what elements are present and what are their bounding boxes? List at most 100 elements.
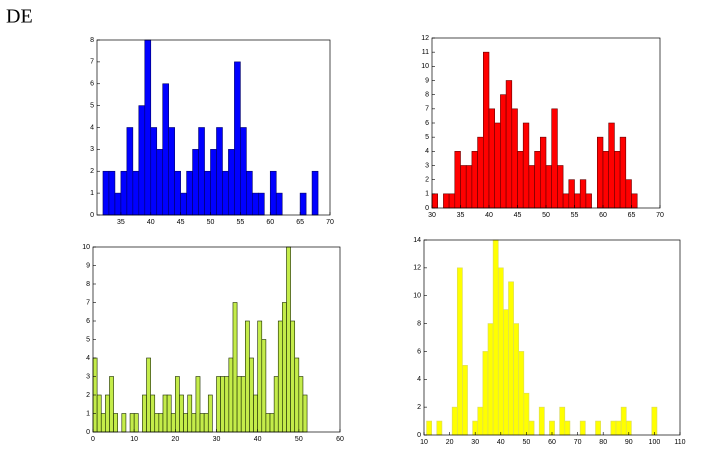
histogram-bar xyxy=(168,127,175,216)
histogram-bar xyxy=(602,151,609,209)
y-tick-label: 4 xyxy=(425,148,429,155)
y-tick-label: 2 xyxy=(86,392,90,399)
x-tick-label: 10 xyxy=(420,439,428,446)
x-tick-label: 30 xyxy=(428,212,436,219)
y-tick-label: 6 xyxy=(425,120,429,127)
histogram-bar xyxy=(294,357,300,433)
y-tick-label: 2 xyxy=(90,168,94,175)
histogram-bar xyxy=(625,179,632,209)
histogram-bar xyxy=(503,309,509,436)
histogram-bar xyxy=(170,413,176,433)
histogram-bar xyxy=(477,136,484,209)
histogram-bar xyxy=(454,151,461,209)
x-tick-label: 70 xyxy=(574,439,582,446)
histogram-bar xyxy=(562,193,570,209)
histogram-bar xyxy=(299,192,307,216)
histogram-bar xyxy=(523,392,530,436)
y-tick-label: 7 xyxy=(90,59,94,66)
y-tick-label: 9 xyxy=(86,262,90,269)
histogram-bar xyxy=(492,239,499,436)
histogram-bar xyxy=(246,170,253,216)
y-tick-label: 0 xyxy=(86,429,90,436)
y-tick-label: 0 xyxy=(417,432,421,439)
page-title: DE xyxy=(6,6,33,28)
histogram-bar xyxy=(513,323,520,436)
x-tick-label: 45 xyxy=(514,212,522,219)
histogram-bar xyxy=(522,122,530,209)
y-tick-label: 0 xyxy=(90,212,94,219)
histogram-bar xyxy=(144,39,152,216)
histogram-bar xyxy=(198,127,205,216)
x-tick-label: 60 xyxy=(599,212,607,219)
histogram-bar xyxy=(120,170,128,216)
x-tick-label: 10 xyxy=(130,436,138,443)
histogram-bar xyxy=(222,170,229,216)
x-tick-label: 90 xyxy=(625,439,633,446)
y-tick-label: 6 xyxy=(90,81,94,88)
histogram-bar xyxy=(462,365,468,436)
histogram-bar xyxy=(619,136,627,209)
x-tick-label: 60 xyxy=(266,219,274,226)
y-tick-label: 8 xyxy=(86,281,90,288)
x-tick-label: 20 xyxy=(171,436,179,443)
y-tick-label: 7 xyxy=(86,299,90,306)
histogram-bar xyxy=(174,170,181,216)
histogram-bar xyxy=(195,376,201,433)
y-tick-label: 1 xyxy=(86,410,90,417)
histogram-bar xyxy=(253,394,258,433)
histogram-bar xyxy=(228,357,234,433)
histogram-bar xyxy=(487,323,494,436)
y-tick-label: 11 xyxy=(422,49,429,56)
histogram-bar xyxy=(631,193,638,209)
x-tick-label: 50 xyxy=(295,436,303,443)
histogram-bar xyxy=(460,165,467,209)
histogram-bar xyxy=(539,136,547,209)
histogram-bar xyxy=(199,413,205,433)
histogram-bar xyxy=(482,351,489,436)
x-tick-label: 50 xyxy=(207,219,215,226)
histogram-bar xyxy=(282,302,287,433)
histogram-bar xyxy=(579,179,587,209)
y-tick-label: 0 xyxy=(425,205,429,212)
histogram-bar xyxy=(426,420,432,436)
x-tick-label: 55 xyxy=(571,212,579,219)
histogram-bar xyxy=(240,127,247,216)
histogram-bar xyxy=(150,394,156,433)
y-tick-label: 12 xyxy=(413,265,421,272)
y-tick-label: 10 xyxy=(413,293,421,300)
histogram-bar xyxy=(105,394,110,433)
histogram-bar xyxy=(257,320,263,433)
histogram-bar xyxy=(494,122,501,209)
histogram-bar xyxy=(615,420,622,436)
histogram-bar xyxy=(497,267,504,436)
histogram-bar xyxy=(150,127,158,216)
y-tick-label: 14 xyxy=(413,237,421,244)
histogram-bar xyxy=(166,394,172,433)
histogram-bar xyxy=(207,394,213,433)
histogram-bar xyxy=(557,165,564,209)
y-tick-label: 4 xyxy=(90,124,94,131)
histogram-bar xyxy=(232,302,238,433)
x-tick-label: 50 xyxy=(542,212,550,219)
x-tick-label: 35 xyxy=(457,212,465,219)
histogram-bar xyxy=(534,151,541,209)
histogram-bar xyxy=(133,413,139,433)
histogram-bar xyxy=(100,413,106,433)
histogram-bar xyxy=(192,149,199,216)
histogram-bar xyxy=(129,413,135,433)
histogram-bar xyxy=(249,357,254,433)
x-tick-label: 40 xyxy=(497,439,505,446)
histogram-bar xyxy=(443,193,450,209)
histogram-bar xyxy=(651,406,658,436)
histogram-bar xyxy=(191,413,197,433)
x-tick-label: 110 xyxy=(674,439,685,446)
histogram-bar xyxy=(482,51,490,209)
histogram-bar xyxy=(162,394,168,433)
x-tick-label: 30 xyxy=(471,439,479,446)
y-tick-label: 2 xyxy=(417,404,421,411)
histogram-bar xyxy=(113,413,119,433)
y-tick-label: 4 xyxy=(417,376,421,383)
histogram-bar xyxy=(252,192,259,216)
histogram-bar xyxy=(456,267,463,436)
